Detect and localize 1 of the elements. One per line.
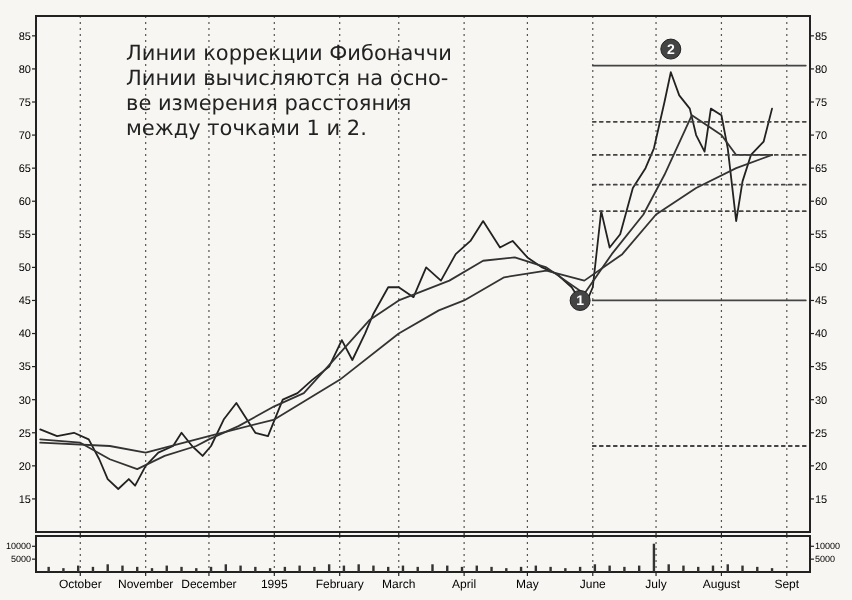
- annotation: Линии коррекции Фибоначчи Линии вычисляются на осно- ве измерения расстояния между точками 1 и 2.: [126, 42, 452, 141]
